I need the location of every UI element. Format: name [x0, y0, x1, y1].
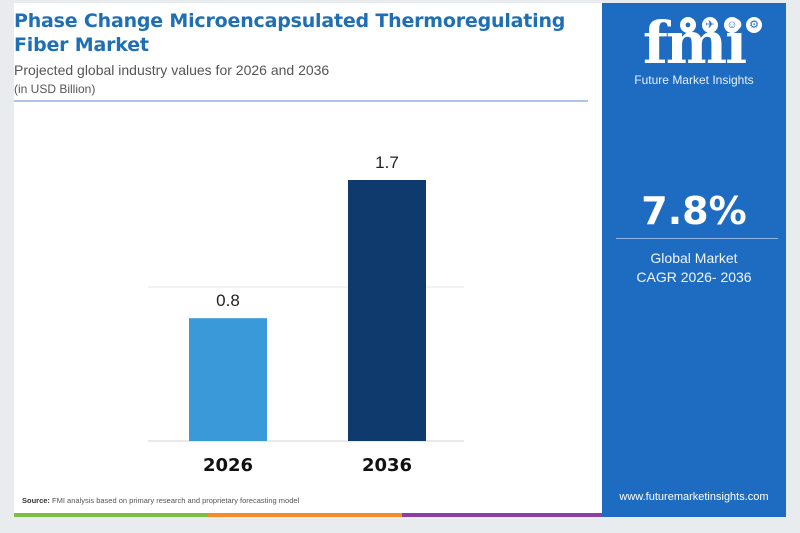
plane-icon: ✈ [702, 17, 718, 33]
fmi-logo: ● ✈ ☺ ⚙ fmi Future Market Insights [602, 13, 786, 87]
x-tick-label-2026: 2026 [203, 455, 253, 476]
logo-icons: ● ✈ ☺ ⚙ [680, 17, 780, 33]
x-tick-label-2036: 2036 [362, 455, 412, 476]
data-label-2026: 0.8 [216, 291, 240, 310]
bar-2026 [189, 318, 267, 441]
source-text: FMI analysis based on primary research a… [52, 496, 300, 505]
chart-title: Phase Change Microencapsulated Thermoreg… [14, 10, 566, 56]
panel-divider [616, 238, 778, 239]
chart-card [14, 3, 602, 517]
person-icon: ☺ [724, 17, 740, 33]
source-label: Source: [22, 496, 50, 505]
source-note: Source: FMI analysis based on primary re… [22, 496, 299, 505]
title-divider [14, 100, 588, 102]
data-label-2036: 1.7 [375, 153, 399, 172]
cagr-value: 7.8% [641, 189, 747, 233]
cagr-label: Global Market CAGR 2026- 2036 [602, 249, 786, 287]
logo-name: Future Market Insights [634, 73, 754, 87]
color-stripe [14, 513, 602, 517]
drop-icon: ● [680, 17, 696, 33]
chart-subtitle: Projected global industry values for 202… [14, 62, 330, 78]
cagr-label-line1: Global Market [650, 250, 738, 266]
cagr-label-line2: CAGR 2026- 2036 [636, 269, 752, 285]
bar-chart: 0.8 2026 1.7 2036 [148, 153, 464, 476]
cagr-panel: ● ✈ ☺ ⚙ fmi Future Market Insights 7.8% … [602, 3, 786, 517]
gear-icon: ⚙ [746, 17, 762, 33]
website-link[interactable]: www.futuremarketinsights.com [619, 491, 769, 503]
bar-2036 [348, 180, 426, 441]
unit-label: (in USD Billion) [14, 82, 96, 96]
